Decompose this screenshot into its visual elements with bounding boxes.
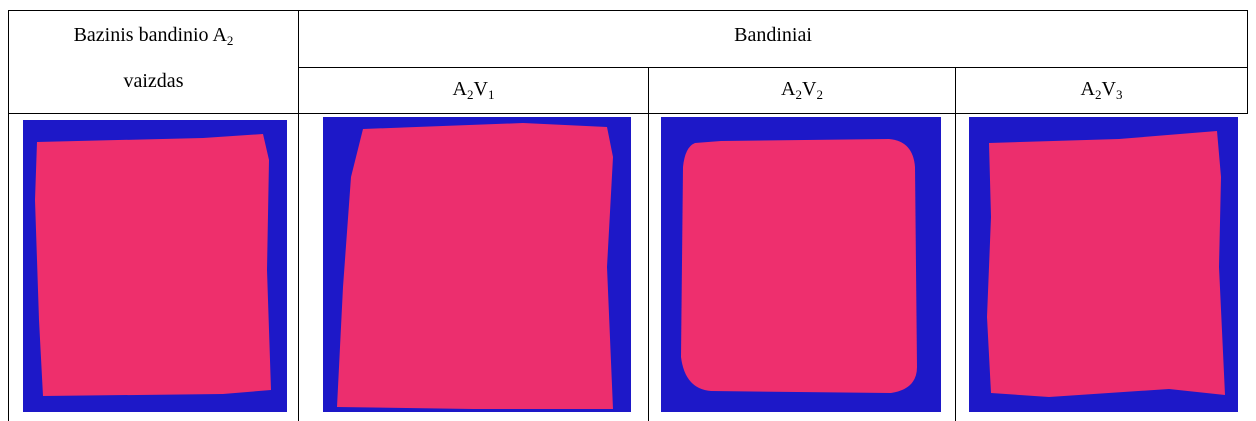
header-text: A bbox=[453, 78, 467, 100]
border bbox=[648, 67, 649, 421]
border bbox=[298, 67, 1248, 68]
border bbox=[955, 67, 956, 421]
subscript: 1 bbox=[488, 87, 495, 102]
group-header: Bandiniai bbox=[299, 22, 1247, 48]
border bbox=[8, 10, 1248, 11]
header-text: V bbox=[802, 78, 816, 100]
border bbox=[1247, 10, 1248, 113]
sample-photo bbox=[661, 117, 941, 412]
subscript: 3 bbox=[1116, 87, 1123, 102]
header-text: vaizdas bbox=[124, 68, 184, 94]
border bbox=[298, 10, 299, 421]
sample-header: A2V1 bbox=[299, 76, 648, 102]
sample-photo bbox=[323, 117, 631, 412]
header-text: V bbox=[474, 78, 488, 100]
header-cell: Bazinis bandinio A2 vaizdas bbox=[9, 22, 298, 94]
subscript: 2 bbox=[816, 87, 823, 102]
sample-header: A2V3 bbox=[956, 76, 1247, 102]
sample-photo bbox=[969, 117, 1238, 412]
header-text: V bbox=[1102, 78, 1116, 100]
subscript: 2 bbox=[227, 33, 234, 48]
sample-header: A2V2 bbox=[649, 76, 955, 102]
header-text: A bbox=[781, 78, 795, 100]
sample-photo bbox=[23, 120, 287, 412]
header-text: Bazinis bandinio A bbox=[74, 24, 227, 46]
header-text: A bbox=[1081, 78, 1095, 100]
border bbox=[8, 113, 1248, 114]
header-text: Bandiniai bbox=[734, 24, 812, 46]
document-page: Bazinis bandinio A2 vaizdas Bandiniai A2… bbox=[0, 0, 1256, 421]
